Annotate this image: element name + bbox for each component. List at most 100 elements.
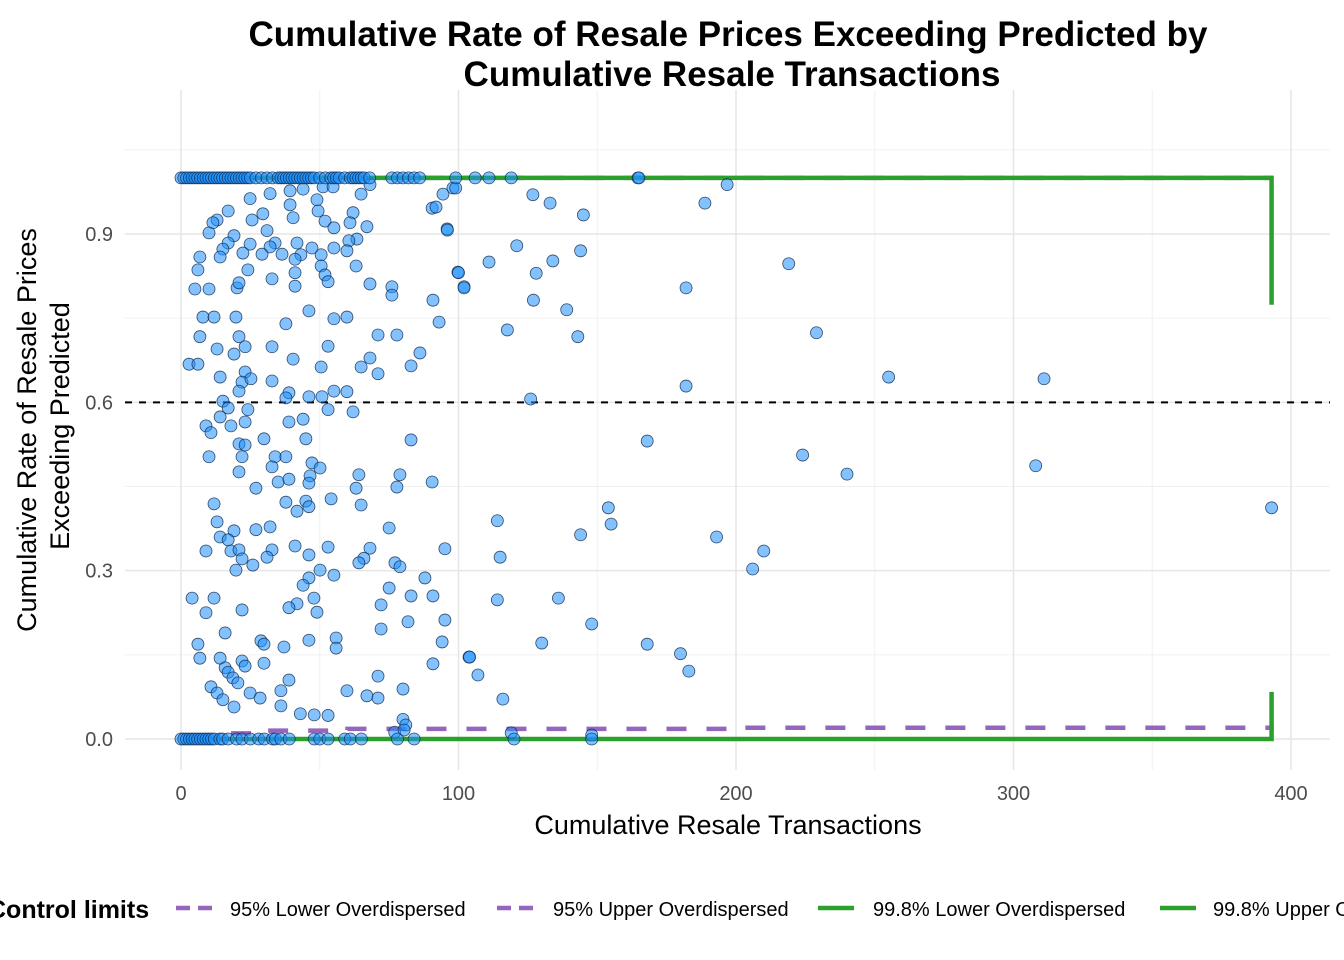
data-point <box>327 384 341 398</box>
control-limit-line <box>183 175 1274 305</box>
data-point <box>199 606 213 620</box>
data-point <box>327 568 341 582</box>
data-point <box>213 250 227 264</box>
data-point <box>343 216 357 230</box>
data-point <box>313 563 327 577</box>
data-point <box>354 187 368 201</box>
data-point <box>679 379 693 393</box>
data-point <box>296 578 310 592</box>
data-point <box>302 500 316 514</box>
data-point <box>249 481 263 495</box>
chart-title-line-1: Cumulative Rate of Resale Prices Exceedi… <box>249 15 1209 54</box>
data-point <box>432 315 446 329</box>
data-point <box>413 171 427 185</box>
data-point <box>229 563 243 577</box>
data-point <box>500 323 514 337</box>
data-point <box>1037 372 1051 386</box>
data-point <box>232 465 246 479</box>
data-point <box>229 310 243 324</box>
data-point <box>496 692 510 706</box>
data-point <box>263 520 277 534</box>
data-point <box>346 405 360 419</box>
data-point <box>193 330 207 344</box>
data-point <box>257 656 271 670</box>
data-point <box>527 293 540 307</box>
data-point <box>232 276 246 290</box>
legend-title: Control limits <box>0 896 149 924</box>
data-point <box>413 346 427 360</box>
data-point <box>218 626 232 640</box>
data-point <box>221 401 235 415</box>
data-point <box>576 208 590 222</box>
data-point <box>526 188 540 202</box>
y-axis-title-line-1: Cumulative Rate of Resale Prices <box>12 228 42 632</box>
data-point <box>585 732 599 746</box>
data-point <box>698 196 712 210</box>
data-point <box>282 472 296 486</box>
data-point <box>385 288 399 302</box>
data-point <box>257 637 271 651</box>
data-point <box>265 340 279 354</box>
data-point <box>288 539 302 553</box>
x-tick-label: 300 <box>997 783 1030 805</box>
data-point <box>374 622 388 636</box>
data-point <box>340 385 354 399</box>
data-point <box>679 281 693 295</box>
data-point <box>274 684 288 698</box>
data-point <box>604 517 618 531</box>
data-point <box>438 613 452 627</box>
data-point <box>349 481 363 495</box>
data-point <box>210 515 224 529</box>
data-point <box>436 187 450 201</box>
data-point <box>438 542 452 556</box>
data-point <box>354 732 368 746</box>
data-point <box>352 556 366 570</box>
data-point <box>524 392 538 406</box>
data-point <box>397 723 411 737</box>
data-point <box>274 699 288 713</box>
data-point <box>426 589 440 603</box>
data-point <box>271 475 285 489</box>
data-point <box>288 266 302 280</box>
data-point <box>425 475 439 489</box>
data-point <box>288 252 302 266</box>
data-point <box>263 187 277 201</box>
data-point <box>426 293 440 307</box>
data-point <box>282 415 296 429</box>
data-point <box>371 367 385 381</box>
data-point <box>260 550 274 564</box>
data-point <box>199 544 213 558</box>
data-point <box>482 171 496 185</box>
data-point <box>571 330 585 344</box>
data-point <box>601 501 615 515</box>
legend-label: 99.8% Lower Overdispersed <box>873 899 1125 921</box>
data-point <box>640 434 654 448</box>
data-point <box>363 541 377 555</box>
legend-label: 95% Lower Overdispersed <box>230 899 466 921</box>
data-point <box>216 693 230 707</box>
data-point <box>354 498 368 512</box>
data-point <box>202 226 216 240</box>
data-point <box>238 659 252 673</box>
data-point <box>282 673 296 687</box>
data-point <box>782 257 796 271</box>
data-point <box>302 633 316 647</box>
legend-label: 95% Upper Overdispersed <box>553 899 789 921</box>
data-point <box>255 247 269 261</box>
legend-label: 99.8% Upper Overdispersed <box>1213 899 1344 921</box>
y-axis-title-line-2: Exceeding Predicted <box>45 302 75 550</box>
data-point <box>204 426 218 440</box>
data-point <box>504 171 518 185</box>
data-point <box>490 593 504 607</box>
data-point <box>302 390 316 404</box>
legend: Control limits 95% Lower Overdispersed 95… <box>0 896 1344 924</box>
data-point <box>390 328 404 342</box>
data-point <box>282 601 296 615</box>
data-point <box>196 310 210 324</box>
data-point <box>463 650 477 664</box>
data-point <box>243 192 257 206</box>
data-point <box>720 178 734 192</box>
data-point <box>286 352 300 366</box>
data-point <box>253 691 267 705</box>
data-point <box>349 259 363 273</box>
